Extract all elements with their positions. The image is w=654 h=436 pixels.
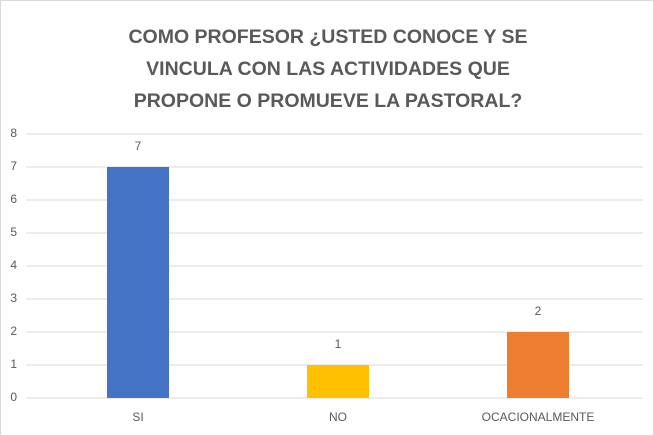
bar: [107, 167, 169, 398]
y-tick-label: 0: [10, 390, 17, 404]
y-tick-label: 3: [10, 291, 17, 305]
x-tick-label: SI: [132, 410, 143, 424]
y-tick-label: 4: [10, 258, 17, 272]
data-label: 1: [335, 337, 342, 351]
data-label: 7: [135, 139, 142, 153]
bar: [507, 332, 569, 398]
chart-title: COMO PROFESOR ¿USTED CONOCE Y SE VINCULA…: [128, 26, 528, 112]
y-tick-label: 2: [10, 324, 17, 338]
x-tick-label: OCACIONALMENTE: [482, 410, 595, 424]
data-label: 2: [535, 304, 542, 318]
y-tick-label: 7: [10, 159, 17, 173]
y-tick-label: 1: [10, 357, 17, 371]
y-tick-label: 5: [10, 225, 17, 239]
bar: [307, 365, 369, 398]
y-tick-label: 8: [10, 126, 17, 140]
y-tick-label: 6: [10, 192, 17, 206]
x-tick-label: NO: [329, 410, 347, 424]
